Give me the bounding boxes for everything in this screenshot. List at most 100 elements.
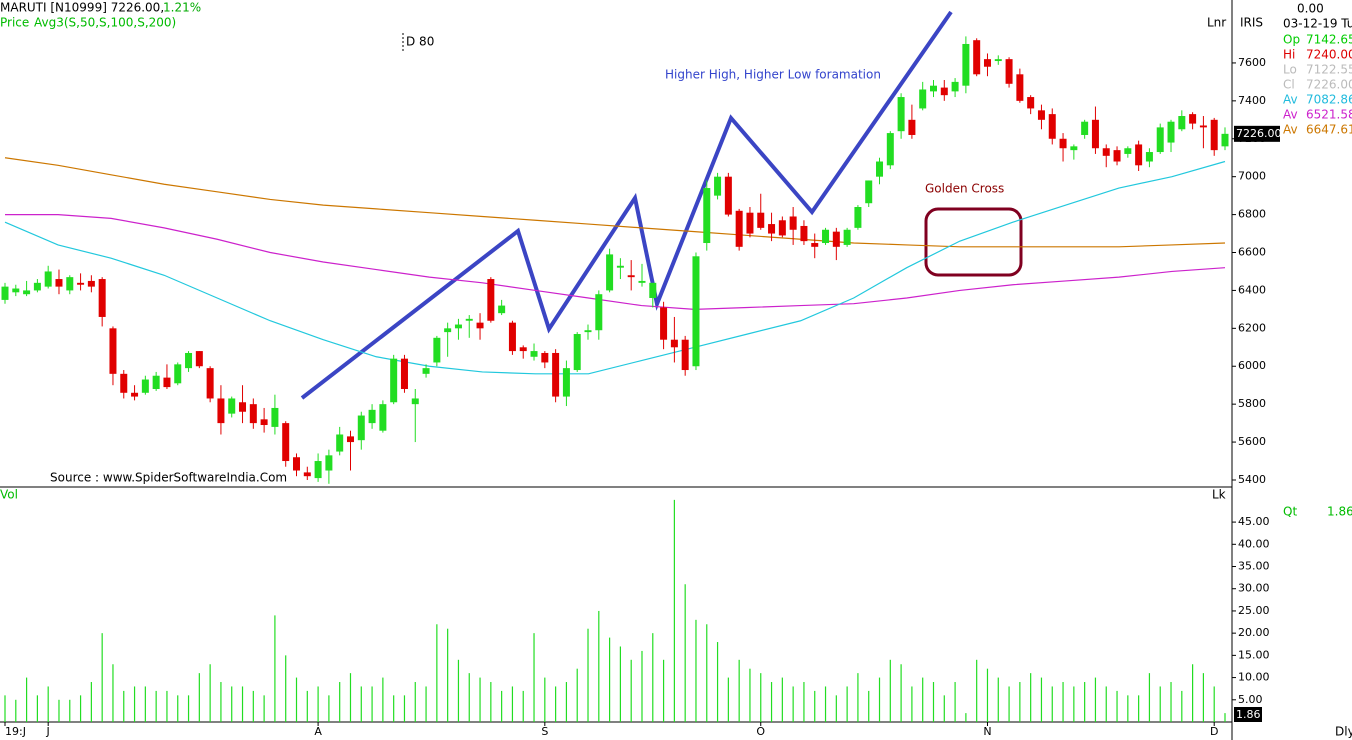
candle-body bbox=[336, 434, 344, 452]
y-tick-label: 40.00 bbox=[1238, 537, 1270, 550]
candle-body bbox=[584, 330, 592, 333]
candle-body bbox=[239, 402, 247, 412]
candle-body bbox=[1, 286, 9, 300]
candle-body bbox=[876, 161, 884, 177]
candle-body bbox=[454, 324, 462, 329]
x-tick-label: 19:J bbox=[5, 725, 26, 738]
candle-body bbox=[627, 275, 635, 278]
info-value: 6647.61 bbox=[1306, 123, 1352, 137]
y-tick-label: 6800 bbox=[1238, 208, 1266, 221]
y-tick-label: 20.00 bbox=[1238, 626, 1270, 639]
x-tick-label: N bbox=[983, 725, 991, 738]
x-tick-label: A bbox=[314, 725, 322, 738]
candle-body bbox=[1070, 146, 1078, 151]
info-label: Op bbox=[1283, 33, 1300, 47]
candle-body bbox=[131, 392, 139, 397]
candle-body bbox=[1048, 114, 1056, 139]
y-tick-label: 6200 bbox=[1238, 321, 1266, 334]
candle-body bbox=[163, 377, 171, 388]
candle-body bbox=[1037, 110, 1045, 120]
candle-body bbox=[249, 404, 257, 424]
candle-body bbox=[444, 328, 452, 333]
candle-body bbox=[778, 220, 786, 236]
candle-body bbox=[562, 368, 570, 397]
pattern-note: Higher High, Higher Low foramation bbox=[665, 68, 881, 82]
info-label: Av bbox=[1283, 123, 1298, 137]
price-label: Price bbox=[0, 16, 29, 30]
info-value: 6521.58 bbox=[1306, 108, 1352, 122]
info-value: 7226.00 bbox=[1306, 78, 1352, 92]
candle-body bbox=[552, 352, 560, 397]
candle-body bbox=[152, 375, 160, 389]
candle-body bbox=[498, 305, 506, 314]
candle-body bbox=[379, 404, 387, 431]
candle-body bbox=[724, 176, 732, 215]
y-tick-label: 10.00 bbox=[1238, 671, 1270, 684]
candle-body bbox=[1189, 114, 1197, 124]
qt-label: Qt bbox=[1283, 505, 1297, 519]
candle-body bbox=[174, 364, 182, 384]
candle-body bbox=[929, 85, 937, 92]
candle-body bbox=[12, 288, 20, 293]
candle-body bbox=[282, 423, 290, 462]
candle-body bbox=[1005, 59, 1013, 84]
period: Dly bbox=[1335, 725, 1352, 739]
candle-body bbox=[1167, 121, 1175, 143]
candle-body bbox=[573, 334, 581, 371]
candle-body bbox=[714, 176, 722, 196]
y-tick-label: 7600 bbox=[1238, 56, 1266, 69]
candle-body bbox=[1221, 133, 1229, 147]
candle-body bbox=[98, 279, 106, 317]
scale-mode: Lnr bbox=[1207, 16, 1226, 30]
candle-body bbox=[519, 347, 527, 352]
candle-body bbox=[260, 419, 268, 426]
candle-body bbox=[757, 212, 765, 228]
candle-body bbox=[87, 280, 95, 287]
candle-body bbox=[476, 322, 484, 329]
moving-average bbox=[4, 160, 1226, 375]
volume-tag-label: 1.86 bbox=[1236, 708, 1261, 721]
candle-body bbox=[422, 368, 430, 374]
candle-body bbox=[314, 461, 322, 479]
candle-body bbox=[1016, 74, 1024, 101]
candle-body bbox=[616, 265, 624, 268]
price-tag bbox=[1234, 125, 1280, 142]
candle-body bbox=[746, 212, 754, 234]
candle-body bbox=[303, 472, 311, 477]
volume-tag bbox=[1234, 707, 1262, 722]
candle-body bbox=[66, 277, 74, 291]
candle-body bbox=[33, 282, 41, 291]
change: 1.21% bbox=[163, 1, 201, 15]
candle-body bbox=[1210, 119, 1218, 151]
info-value: 7082.86 bbox=[1306, 93, 1352, 107]
candle-body bbox=[660, 307, 668, 340]
candle-body bbox=[325, 455, 333, 471]
candle-body bbox=[1059, 138, 1067, 149]
marker: D 80 bbox=[406, 35, 434, 49]
candle-body bbox=[854, 207, 862, 228]
y-tick-label: 7400 bbox=[1238, 94, 1266, 107]
candle-body bbox=[1199, 125, 1207, 128]
candle-body bbox=[1091, 119, 1099, 149]
candle-body bbox=[346, 436, 354, 443]
candle-body bbox=[908, 119, 916, 135]
candle-body bbox=[77, 282, 85, 285]
candle-body bbox=[1113, 150, 1121, 162]
candle-body bbox=[800, 225, 808, 242]
candle-body bbox=[185, 352, 193, 369]
info-label: Cl bbox=[1283, 78, 1295, 92]
candle-body bbox=[368, 409, 376, 424]
y-tick-label: 35.00 bbox=[1238, 560, 1270, 573]
candle-body bbox=[465, 318, 473, 321]
info-label: Hi bbox=[1283, 48, 1295, 62]
candle-body bbox=[271, 407, 279, 427]
candle-body bbox=[951, 81, 959, 92]
candle-body bbox=[44, 271, 52, 287]
candle-body bbox=[994, 59, 1002, 62]
y-tick-label: 5800 bbox=[1238, 397, 1266, 410]
vol-label: Vol bbox=[0, 488, 18, 502]
candle-body bbox=[1102, 148, 1110, 156]
moving-average bbox=[5, 213, 1226, 310]
